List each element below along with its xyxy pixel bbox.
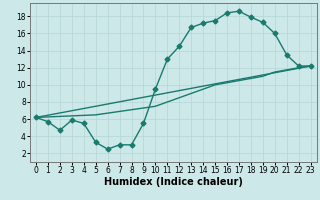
X-axis label: Humidex (Indice chaleur): Humidex (Indice chaleur) bbox=[104, 177, 243, 187]
